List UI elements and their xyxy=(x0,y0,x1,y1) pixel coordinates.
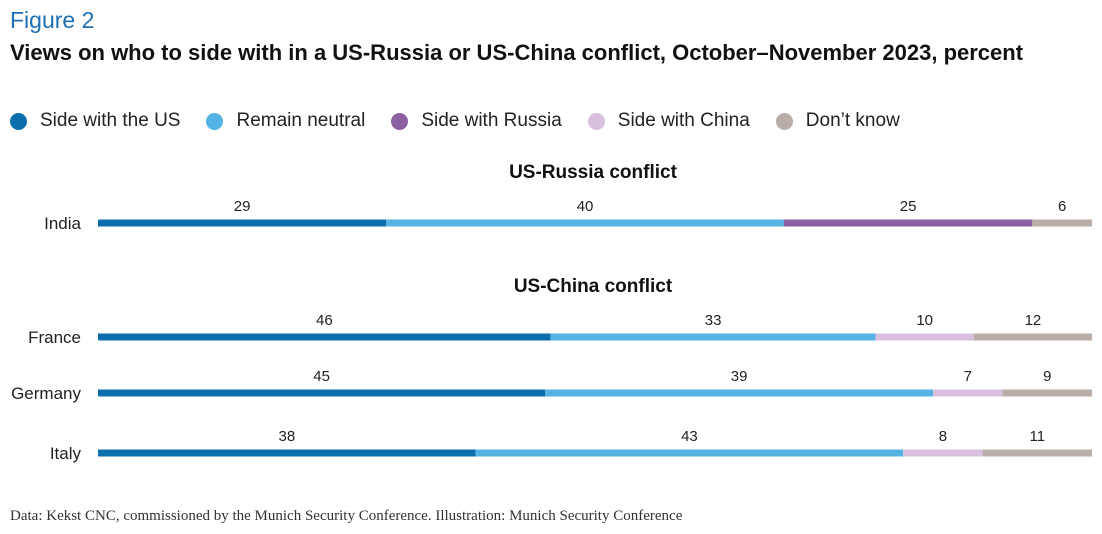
legend-swatch-remain-neutral xyxy=(206,112,224,130)
data-label-india-remain-neutral: 40 xyxy=(577,198,594,215)
bar-segment-germany-side-with-china xyxy=(932,389,1003,397)
bar-segment-italy-side-with-the-us xyxy=(98,449,476,457)
row-label-italy: Italy xyxy=(50,444,82,463)
bar-segment-germany-remain-neutral xyxy=(545,389,933,397)
data-label-india-side-with-russia: 25 xyxy=(900,198,917,215)
legend-item-dont-know: Don’t know xyxy=(775,110,900,132)
data-label-france-don-t-know: 12 xyxy=(1025,312,1042,329)
bar-segment-germany-don-t-know xyxy=(1002,389,1092,397)
bar-segment-india-remain-neutral xyxy=(386,219,784,227)
figure-label: Figure 2 xyxy=(10,7,95,33)
chart-legend: Side with the US Remain neutral Side wit… xyxy=(10,110,926,132)
legend-item-side-with-china: Side with China xyxy=(587,110,750,132)
legend-swatch-side-with-china xyxy=(587,112,605,130)
bar-segment-india-side-with-the-us xyxy=(98,219,387,227)
legend-label-side-with-china: Side with China xyxy=(617,110,750,131)
data-label-germany-remain-neutral: 39 xyxy=(731,368,748,385)
data-label-italy-remain-neutral: 43 xyxy=(681,428,698,445)
row-label-india: India xyxy=(44,214,81,233)
row-label-france: France xyxy=(28,328,81,347)
bar-segment-france-side-with-the-us xyxy=(98,333,551,341)
data-label-france-side-with-the-us: 46 xyxy=(316,312,333,329)
bar-segment-italy-remain-neutral xyxy=(475,449,904,457)
bar-segment-france-side-with-china xyxy=(875,333,974,341)
bar-segment-france-don-t-know xyxy=(973,333,1092,341)
data-label-italy-side-with-the-us: 38 xyxy=(279,428,296,445)
data-label-india-don-t-know: 6 xyxy=(1058,198,1066,215)
legend-swatch-side-with-russia xyxy=(391,112,409,130)
data-label-italy-don-t-know: 11 xyxy=(1030,428,1046,445)
group-title-us-china-conflict: US-China conflict xyxy=(514,276,673,297)
row-label-germany: Germany xyxy=(11,384,81,403)
legend-label-remain-neutral: Remain neutral xyxy=(236,110,366,131)
data-label-germany-side-with-the-us: 45 xyxy=(313,368,330,385)
chart-title: Views on who to side with in a US-Russia… xyxy=(10,40,1024,65)
bar-segment-germany-side-with-the-us xyxy=(98,389,546,397)
bar-segment-italy-side-with-china xyxy=(903,449,983,457)
legend-swatch-dont-know xyxy=(775,112,793,130)
bar-segment-italy-don-t-know xyxy=(982,449,1092,457)
legend-item-side-with-us: Side with the US xyxy=(10,110,180,132)
data-label-germany-side-with-china: 7 xyxy=(964,368,972,385)
data-label-france-side-with-china: 10 xyxy=(916,312,933,329)
bar-segment-india-don-t-know xyxy=(1032,219,1092,227)
group-title-us-russia-conflict: US-Russia conflict xyxy=(509,162,678,183)
legend-label-side-with-us: Side with the US xyxy=(40,110,181,131)
legend-item-side-with-russia: Side with Russia xyxy=(391,110,562,132)
data-label-germany-don-t-know: 9 xyxy=(1043,368,1051,385)
legend-item-remain-neutral: Remain neutral xyxy=(206,110,365,132)
data-label-india-side-with-the-us: 29 xyxy=(234,198,251,215)
legend-label-side-with-russia: Side with Russia xyxy=(421,110,562,131)
bar-segment-india-side-with-russia xyxy=(783,219,1033,227)
legend-label-dont-know: Don’t know xyxy=(805,110,900,131)
data-label-france-remain-neutral: 33 xyxy=(705,312,722,329)
bar-segment-france-remain-neutral xyxy=(550,333,876,341)
data-label-italy-side-with-china: 8 xyxy=(939,428,947,445)
legend-swatch-side-with-us xyxy=(10,112,27,130)
source-note: Data: Kekst CNC, commissioned by the Mun… xyxy=(10,508,683,524)
